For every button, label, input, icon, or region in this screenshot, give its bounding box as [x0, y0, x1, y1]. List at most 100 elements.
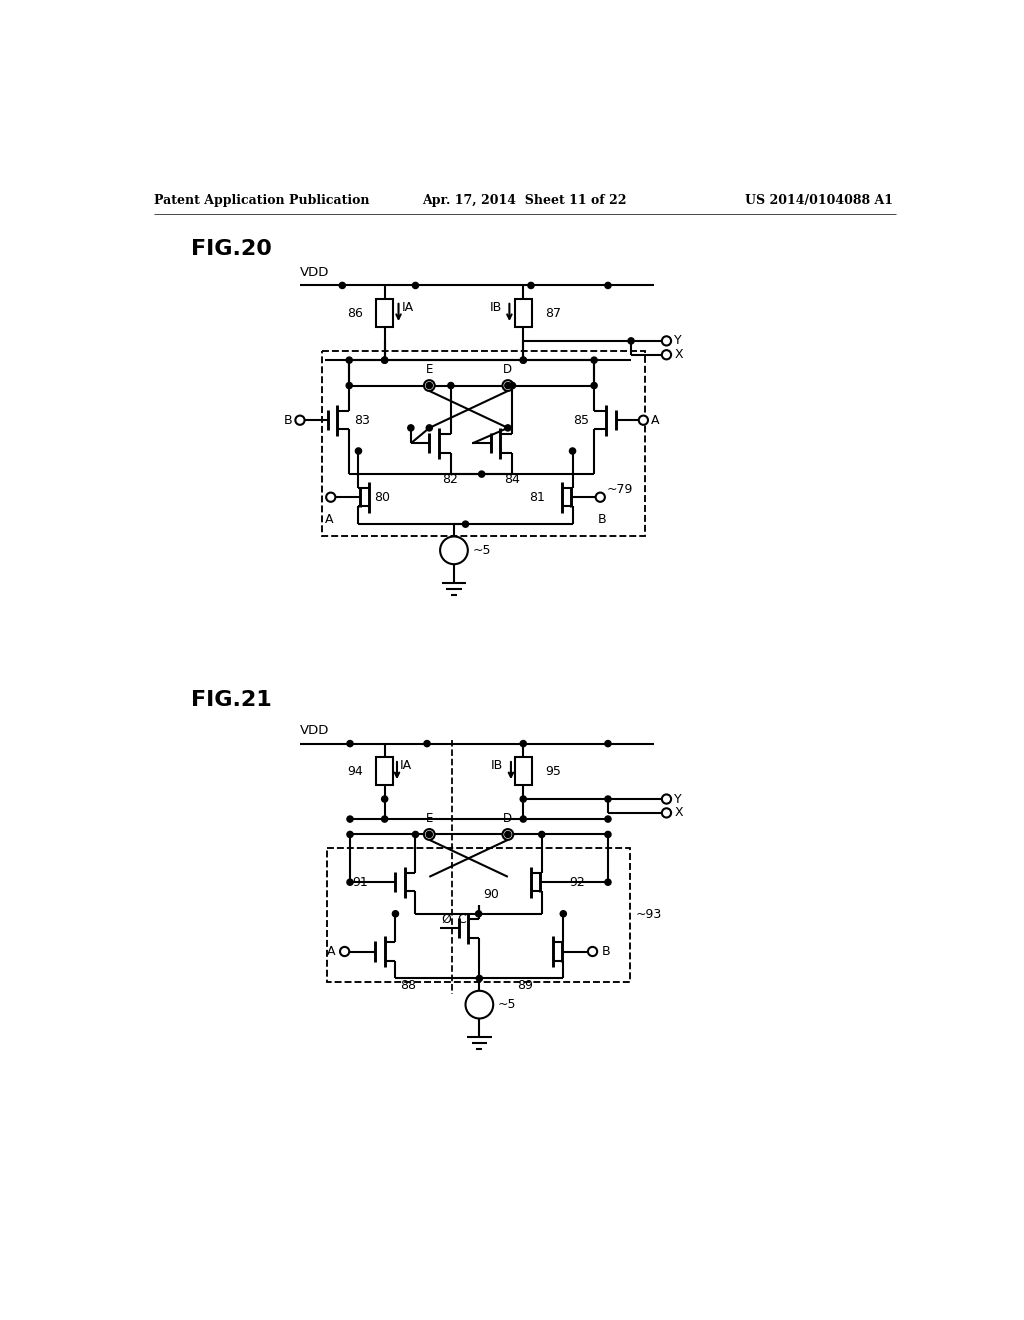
Text: IA: IA — [401, 301, 414, 314]
Circle shape — [662, 350, 671, 359]
Circle shape — [408, 425, 414, 432]
Circle shape — [605, 741, 611, 747]
Circle shape — [588, 946, 597, 956]
Text: B: B — [597, 512, 606, 525]
Bar — [376, 300, 393, 327]
Circle shape — [503, 829, 513, 840]
Text: ~93: ~93 — [636, 908, 662, 921]
Text: 90: 90 — [483, 887, 499, 900]
Text: A: A — [325, 512, 334, 525]
Text: US 2014/0104088 A1: US 2014/0104088 A1 — [744, 194, 893, 207]
Circle shape — [440, 536, 468, 564]
Circle shape — [382, 358, 388, 363]
Bar — [327, 847, 630, 982]
Circle shape — [605, 879, 611, 886]
Text: Y: Y — [674, 334, 682, 347]
Text: FIG.20: FIG.20 — [190, 239, 271, 259]
Bar — [376, 758, 393, 785]
Text: IB: IB — [489, 301, 502, 314]
Text: ~79: ~79 — [606, 483, 633, 496]
Text: X: X — [674, 807, 683, 820]
Circle shape — [662, 808, 671, 817]
Text: Patent Application Publication: Patent Application Publication — [154, 194, 370, 207]
Circle shape — [339, 282, 345, 289]
Circle shape — [424, 380, 435, 391]
Text: C: C — [457, 912, 466, 925]
Circle shape — [340, 946, 349, 956]
Circle shape — [605, 816, 611, 822]
Circle shape — [413, 832, 419, 838]
Circle shape — [605, 796, 611, 803]
Circle shape — [662, 337, 671, 346]
Circle shape — [447, 383, 454, 388]
Circle shape — [413, 282, 419, 289]
Text: E: E — [426, 812, 433, 825]
Text: VDD: VDD — [300, 267, 330, 280]
Circle shape — [505, 425, 511, 432]
Circle shape — [476, 975, 482, 982]
Bar — [515, 758, 531, 785]
Circle shape — [426, 832, 432, 838]
Circle shape — [505, 832, 511, 838]
Text: 94: 94 — [347, 764, 364, 777]
Circle shape — [347, 832, 353, 838]
Text: 80: 80 — [374, 491, 390, 504]
Text: Apr. 17, 2014  Sheet 11 of 22: Apr. 17, 2014 Sheet 11 of 22 — [423, 194, 627, 207]
Text: 84: 84 — [504, 473, 520, 486]
Text: E: E — [426, 363, 433, 376]
Text: 88: 88 — [400, 979, 416, 993]
Text: B: B — [284, 413, 292, 426]
Circle shape — [503, 380, 513, 391]
Circle shape — [520, 816, 526, 822]
Text: 92: 92 — [569, 875, 585, 888]
Circle shape — [520, 741, 526, 747]
Circle shape — [424, 741, 430, 747]
Text: X: X — [674, 348, 683, 362]
Circle shape — [591, 383, 597, 388]
Circle shape — [466, 991, 494, 1019]
Text: 82: 82 — [442, 473, 459, 486]
Circle shape — [520, 358, 526, 363]
Text: 87: 87 — [545, 306, 561, 319]
Text: A: A — [327, 945, 336, 958]
Circle shape — [424, 829, 435, 840]
Circle shape — [346, 358, 352, 363]
Text: ~5: ~5 — [472, 544, 490, 557]
Bar — [515, 300, 531, 327]
Circle shape — [662, 795, 671, 804]
Circle shape — [628, 338, 634, 345]
Circle shape — [639, 416, 648, 425]
Circle shape — [528, 282, 535, 289]
Text: D: D — [504, 812, 512, 825]
Circle shape — [346, 383, 352, 388]
Circle shape — [520, 358, 526, 363]
Circle shape — [605, 832, 611, 838]
Text: Y: Y — [674, 792, 682, 805]
Text: Ø: Ø — [441, 912, 452, 925]
Circle shape — [382, 796, 388, 803]
Text: FIG.21: FIG.21 — [190, 689, 271, 710]
Circle shape — [478, 471, 484, 478]
Circle shape — [347, 741, 353, 747]
Circle shape — [426, 425, 432, 432]
Text: A: A — [651, 413, 659, 426]
Text: 83: 83 — [354, 413, 370, 426]
Bar — [322, 351, 645, 536]
Text: IB: IB — [490, 759, 503, 772]
Circle shape — [560, 911, 566, 917]
Circle shape — [596, 492, 605, 502]
Text: B: B — [602, 945, 610, 958]
Text: 86: 86 — [347, 306, 364, 319]
Text: ~5: ~5 — [498, 998, 516, 1011]
Circle shape — [382, 816, 388, 822]
Text: VDD: VDD — [300, 725, 330, 738]
Circle shape — [605, 282, 611, 289]
Circle shape — [505, 383, 511, 388]
Text: IA: IA — [400, 759, 413, 772]
Text: D: D — [504, 363, 512, 376]
Text: 91: 91 — [352, 875, 368, 888]
Circle shape — [509, 383, 515, 388]
Circle shape — [520, 796, 526, 803]
Circle shape — [347, 816, 353, 822]
Circle shape — [382, 358, 388, 363]
